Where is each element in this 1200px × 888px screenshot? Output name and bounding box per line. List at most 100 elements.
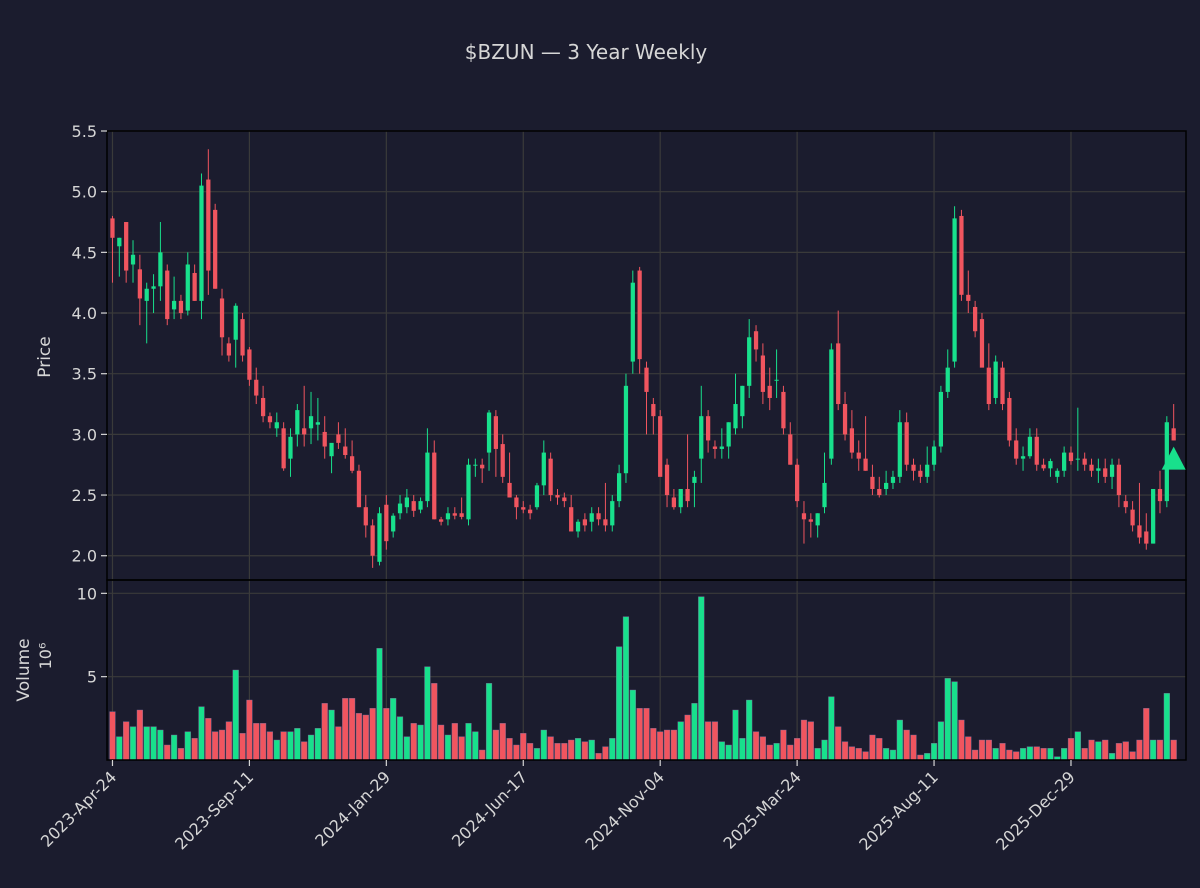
candle-body: [322, 431, 327, 447]
volume-bar: [260, 723, 267, 761]
candle-body: [781, 391, 786, 429]
candle-body: [158, 252, 163, 287]
candle-body: [1130, 509, 1135, 526]
candle-body: [993, 361, 998, 398]
volume-axis-label: Volume: [14, 638, 34, 701]
volume-bar: [773, 743, 780, 761]
candle-body: [295, 410, 300, 435]
volume-bar: [746, 699, 753, 761]
volume-bar: [472, 731, 479, 761]
candle-body: [767, 385, 772, 398]
volume-bar: [136, 709, 143, 761]
candle-body: [233, 305, 238, 340]
volume-bar: [1033, 746, 1040, 761]
candle-body: [575, 521, 581, 532]
volume-bar: [862, 751, 869, 761]
volume-bar: [581, 741, 588, 761]
volume-bar: [657, 731, 664, 761]
volume-bar: [629, 689, 636, 761]
volume-bar: [273, 739, 280, 761]
volume-bar: [403, 736, 410, 761]
candle-body: [1157, 488, 1163, 502]
volume-bar: [903, 729, 910, 761]
volume-tick-label: 5: [87, 668, 97, 687]
candle-body: [897, 422, 902, 477]
volume-bar: [1074, 731, 1081, 761]
candle-body: [438, 519, 444, 522]
candle-body: [952, 218, 957, 362]
candle-body: [1137, 525, 1142, 538]
volume-bar: [513, 744, 520, 761]
candle-body: [356, 470, 362, 508]
candle-body: [213, 209, 218, 289]
candle-body: [856, 452, 861, 459]
candle-body: [801, 513, 807, 520]
candle-body: [589, 513, 594, 522]
volume-bar: [951, 681, 958, 761]
volume-bar: [205, 718, 212, 761]
price-tick-label: 4.0: [72, 304, 97, 323]
candle-body: [931, 446, 937, 465]
volume-bar: [307, 734, 315, 761]
volume-bar: [609, 738, 616, 761]
candle-body: [842, 404, 848, 435]
volume-bar: [698, 596, 705, 761]
candle-body: [1034, 436, 1039, 465]
candle-body: [925, 464, 930, 477]
candle-body: [288, 436, 293, 459]
volume-bar: [794, 738, 801, 761]
volume-bar: [732, 709, 739, 761]
volume-bar: [1040, 748, 1047, 761]
candle-body: [1144, 531, 1149, 544]
candle-body: [137, 269, 142, 299]
volume-bar: [663, 729, 671, 761]
candle-body: [884, 482, 889, 489]
price-tick-label: 2.5: [72, 486, 97, 505]
volume-bar: [752, 731, 760, 761]
candle-body: [1116, 464, 1122, 496]
volume-bar: [177, 748, 185, 761]
volume-bar: [465, 723, 472, 761]
candle-body: [1171, 428, 1176, 441]
price-tick-label: 5.5: [72, 122, 97, 141]
candle-body: [171, 300, 177, 310]
candle-body: [391, 515, 396, 532]
candle-body: [1020, 456, 1026, 459]
candle-body: [774, 379, 779, 381]
candle-body: [541, 452, 546, 486]
volume-bar: [157, 729, 164, 761]
volume-bar: [1095, 741, 1102, 761]
volume-bar: [814, 748, 821, 761]
volume-bar: [705, 721, 712, 761]
candle-body: [110, 218, 115, 238]
volume-bar: [1136, 739, 1143, 761]
volume-bar: [540, 729, 547, 761]
volume-bar: [670, 729, 677, 761]
volume-bar: [554, 743, 561, 761]
volume-bar: [588, 739, 595, 761]
candle-body: [890, 476, 896, 483]
volume-bar: [1115, 743, 1122, 761]
candle-body: [692, 476, 697, 483]
volume-bar: [972, 749, 979, 761]
volume-panel: [109, 596, 1177, 761]
candle-body: [747, 337, 752, 386]
candle-body: [1014, 440, 1019, 459]
volume-bar: [492, 729, 499, 761]
volume-bar: [191, 738, 198, 761]
candle-body: [548, 458, 553, 496]
price-tick-label: 4.5: [72, 243, 97, 262]
volume-bar: [1081, 748, 1088, 761]
candle-body: [1151, 488, 1156, 544]
candle-body: [753, 331, 759, 350]
volume-bar: [595, 753, 602, 761]
volume-bar: [650, 728, 657, 761]
volume-bar: [1061, 748, 1068, 761]
volume-bar: [1047, 748, 1054, 761]
volume-bar: [691, 703, 698, 761]
volume-bar: [889, 749, 897, 761]
volume-bar: [800, 719, 808, 761]
candle-body: [117, 237, 122, 247]
volume-bar: [533, 748, 541, 761]
